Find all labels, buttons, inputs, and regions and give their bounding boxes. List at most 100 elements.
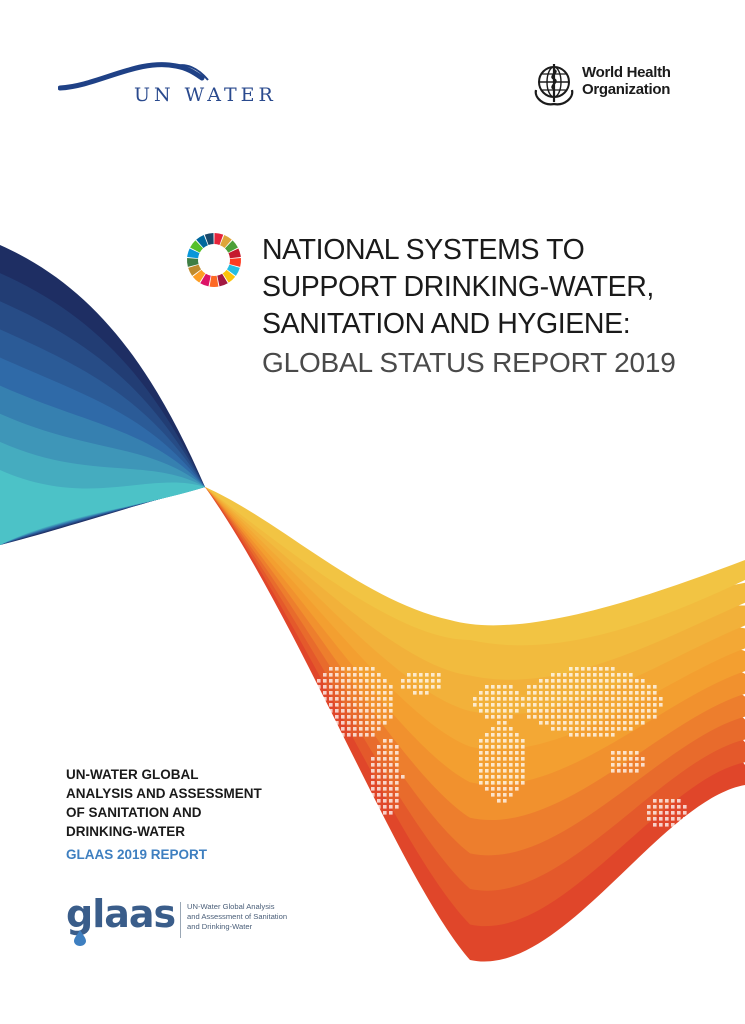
map-dot	[395, 751, 399, 755]
map-dot	[419, 673, 423, 677]
map-dot	[617, 763, 621, 767]
map-dot	[485, 733, 489, 737]
map-dot	[521, 775, 525, 779]
map-dot	[503, 685, 507, 689]
map-dot	[539, 715, 543, 719]
map-dot	[509, 781, 513, 785]
map-dot	[497, 697, 501, 701]
map-dot	[329, 715, 333, 719]
map-dot	[557, 679, 561, 683]
map-dot	[581, 703, 585, 707]
map-dot	[527, 709, 531, 713]
map-dot	[485, 691, 489, 695]
map-dot	[521, 781, 525, 785]
map-dot	[395, 745, 399, 749]
map-dot	[335, 727, 339, 731]
map-dot	[353, 667, 357, 671]
map-dot	[497, 793, 501, 797]
map-dot	[569, 721, 573, 725]
map-dot	[485, 703, 489, 707]
map-dot	[527, 703, 531, 707]
map-dot	[389, 715, 393, 719]
map-dot	[611, 751, 615, 755]
map-dot	[497, 775, 501, 779]
map-dot	[395, 787, 399, 791]
map-dot	[359, 721, 363, 725]
map-dot	[521, 739, 525, 743]
map-dot	[383, 751, 387, 755]
map-dot	[653, 697, 657, 701]
map-dot	[515, 769, 519, 773]
map-dot	[437, 685, 441, 689]
map-dot	[629, 769, 633, 773]
map-dot	[659, 817, 663, 821]
map-dot	[569, 709, 573, 713]
map-dot	[581, 697, 585, 701]
map-dot	[653, 715, 657, 719]
map-dot	[599, 727, 603, 731]
map-dot	[491, 691, 495, 695]
map-dot	[503, 691, 507, 695]
map-dot	[509, 703, 513, 707]
map-dot	[317, 679, 321, 683]
map-dot	[629, 697, 633, 701]
map-dot	[677, 805, 681, 809]
map-dot	[491, 745, 495, 749]
map-dot	[647, 715, 651, 719]
map-dot	[317, 721, 321, 725]
map-dot	[371, 685, 375, 689]
map-dot	[587, 733, 591, 737]
map-dot	[383, 745, 387, 749]
map-dot	[617, 751, 621, 755]
sdg-segment	[229, 258, 241, 267]
map-dot	[623, 721, 627, 725]
map-dot	[329, 721, 333, 725]
map-dot	[509, 727, 513, 731]
map-dot	[497, 757, 501, 761]
map-dot	[317, 685, 321, 689]
map-dot	[569, 685, 573, 689]
map-dot	[401, 679, 405, 683]
map-dot	[629, 673, 633, 677]
map-dot	[323, 679, 327, 683]
map-dot	[497, 727, 501, 731]
map-dot	[389, 751, 393, 755]
map-dot	[515, 757, 519, 761]
map-dot	[629, 685, 633, 689]
map-dot	[665, 805, 669, 809]
map-dot	[365, 715, 369, 719]
map-dot	[353, 679, 357, 683]
map-dot	[503, 721, 507, 725]
map-dot	[329, 691, 333, 695]
map-dot	[545, 685, 549, 689]
map-dot	[371, 715, 375, 719]
map-dot	[317, 691, 321, 695]
map-dot	[545, 697, 549, 701]
map-dot	[353, 715, 357, 719]
map-dot	[395, 757, 399, 761]
map-dot	[479, 757, 483, 761]
map-dot	[629, 721, 633, 725]
warm-band	[205, 487, 745, 646]
map-dot	[551, 727, 555, 731]
glaas-logo: glaas	[66, 892, 178, 948]
glaas-desc-line-3: and Drinking-Water	[187, 922, 253, 931]
map-dot	[509, 763, 513, 767]
map-dot	[605, 709, 609, 713]
map-dot	[359, 733, 363, 737]
blue-wave-bands	[0, 245, 205, 545]
map-dot	[425, 679, 429, 683]
map-dot	[587, 727, 591, 731]
map-dot	[569, 667, 573, 671]
map-dot	[629, 679, 633, 683]
map-dot	[683, 817, 687, 821]
map-dot	[515, 745, 519, 749]
map-dot	[365, 673, 369, 677]
map-dot	[503, 715, 507, 719]
map-dot	[563, 703, 567, 707]
sdg-segment	[222, 269, 236, 283]
map-dot	[395, 769, 399, 773]
map-dot	[485, 787, 489, 791]
sdg-segment	[220, 235, 232, 248]
map-dot	[599, 667, 603, 671]
